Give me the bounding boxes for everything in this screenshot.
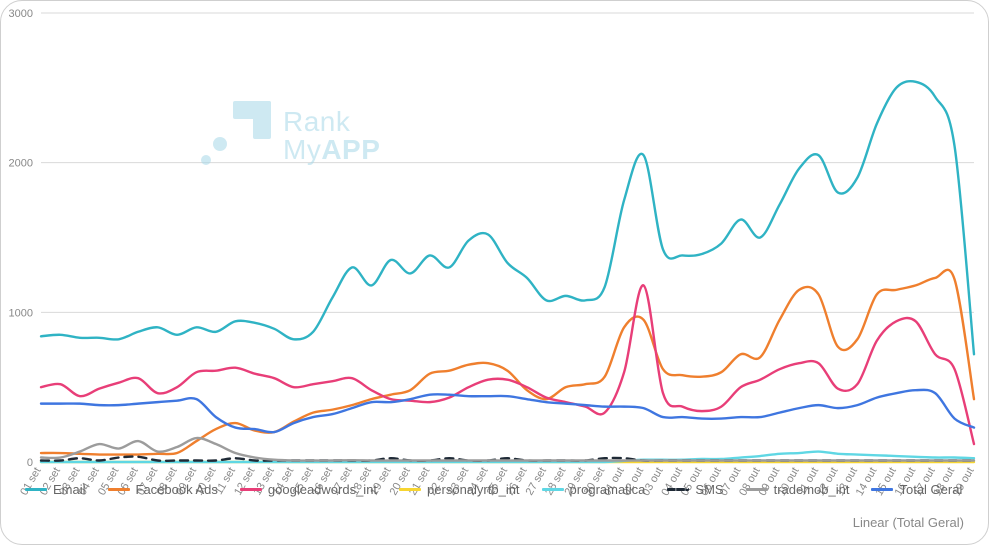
legend-linear-label: Linear (Total Geral) (853, 515, 964, 530)
legend-item-total_geral[interactable]: Total Geral (871, 482, 962, 497)
svg-text:2000: 2000 (9, 158, 33, 170)
svg-text:1000: 1000 (9, 307, 33, 319)
legend-label: googleadwords_int (268, 482, 377, 497)
legend-item-googleadwords_int[interactable]: googleadwords_int (240, 482, 377, 497)
legend-item-personalyrtb_int[interactable]: personalyrtb_int (399, 482, 520, 497)
legend-item-sms[interactable]: SMS (667, 482, 723, 497)
legend: Email Facebook Ads googleadwords_int person… (25, 482, 964, 530)
chart-card: Rank MyAPP 010002000300001 set02 set03 s… (0, 0, 989, 545)
series-facebook_ads (41, 270, 974, 455)
series-total_geral (41, 390, 974, 432)
legend-label: Email (53, 482, 86, 497)
legend-item-trademob_int[interactable]: trademob_int (746, 482, 850, 497)
legend-item-email[interactable]: Email (25, 482, 86, 497)
legend-item-facebook_ads[interactable]: Facebook Ads (108, 482, 218, 497)
series-email (41, 81, 974, 354)
svg-text:3000: 3000 (9, 8, 33, 20)
legend-label: programatica (570, 482, 646, 497)
legend-label: SMS (695, 482, 723, 497)
series-googleadwords_int (41, 285, 974, 444)
legend-label: Total Geral (899, 482, 962, 497)
legend-label: Facebook Ads (136, 482, 218, 497)
legend-label: trademob_int (774, 482, 850, 497)
legend-item-programatica[interactable]: programatica (542, 482, 646, 497)
legend-label: personalyrtb_int (427, 482, 520, 497)
line-chart: 010002000300001 set02 set03 set04 set05 … (1, 1, 989, 545)
